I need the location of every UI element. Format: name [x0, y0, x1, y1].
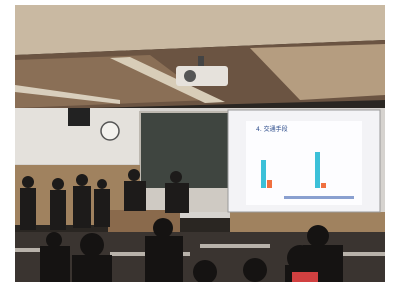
photo: 4. 交通手段 — [0, 0, 394, 282]
slide-bar — [261, 160, 266, 188]
projector-lens — [184, 70, 196, 82]
blackboard — [140, 112, 230, 190]
projector — [176, 66, 228, 86]
slide-footer — [284, 196, 354, 199]
projector-mount — [198, 56, 204, 66]
slide-bar — [321, 183, 326, 188]
slide-bar — [315, 152, 320, 188]
speaker — [68, 108, 90, 126]
wood-panel — [230, 212, 385, 232]
slide-bar — [267, 180, 272, 188]
audience-clothing — [292, 272, 318, 282]
slide-title: 4. 交通手段 — [256, 125, 288, 133]
clock — [101, 122, 119, 140]
page: {"slide": {"title": "4. 交通手段"}} 4. 交通手段 — [0, 0, 394, 282]
